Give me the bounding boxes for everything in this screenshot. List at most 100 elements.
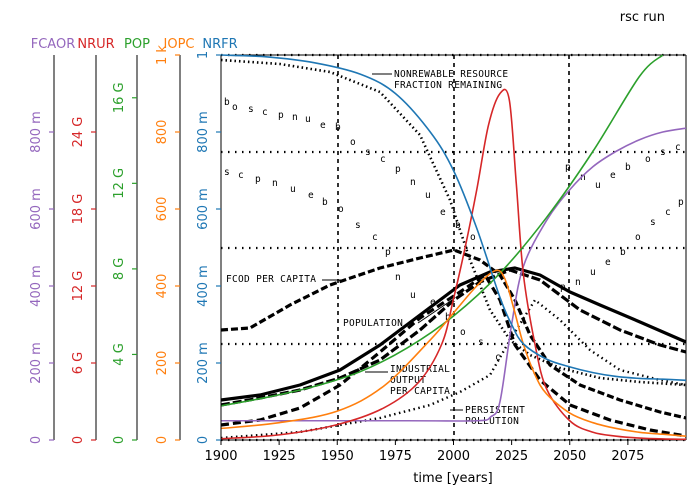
scan-persistent-pollution-dots bbox=[220, 298, 687, 440]
scan-mark: p bbox=[255, 174, 261, 185]
scan-mark: e bbox=[430, 297, 436, 308]
scan-mark: b bbox=[625, 162, 631, 173]
scan-mark: b bbox=[322, 197, 328, 208]
y-tick-label: 0 bbox=[155, 436, 170, 444]
y-tick-label: 0 bbox=[29, 436, 44, 444]
scan-mark: u bbox=[595, 180, 601, 191]
scan-mark: n bbox=[575, 277, 581, 288]
y-axis-pop: 0 4 G 8 G 12 G 16 G POP bbox=[112, 37, 150, 444]
y-tick-label: 600 m bbox=[29, 188, 44, 230]
scan-annotation: PERSISTENT bbox=[465, 405, 525, 416]
y-tick-label: 12 G bbox=[112, 168, 127, 199]
y-tick-label: 200 m bbox=[29, 342, 44, 384]
scan-mark: s bbox=[224, 167, 230, 178]
y-axis-name: NRUR bbox=[77, 37, 114, 52]
scan-mark: s bbox=[478, 337, 484, 348]
scan-mark: u bbox=[410, 290, 416, 301]
y-tick-label: 12 G bbox=[71, 271, 86, 302]
x-tick-label: 2000 bbox=[437, 449, 470, 464]
scan-mark: u bbox=[590, 267, 596, 278]
scan-mark: e bbox=[320, 120, 326, 131]
y-axis-name: FCAOR bbox=[31, 37, 75, 52]
y-tick-label: 18 G bbox=[71, 194, 86, 225]
x-tick-label: 2050 bbox=[553, 449, 586, 464]
y-tick-label: 400 m bbox=[29, 265, 44, 307]
scan-mark: b bbox=[335, 122, 341, 133]
series-layer bbox=[221, 54, 686, 441]
x-tick-label: 2025 bbox=[495, 449, 528, 464]
y-tick-label: 200 m bbox=[196, 342, 211, 384]
y-tick-label: 0 bbox=[196, 436, 211, 444]
scan-mark: s bbox=[248, 104, 254, 115]
scan-mark: c bbox=[665, 207, 671, 218]
scan-mark: u bbox=[290, 184, 296, 195]
x-axis-label: time [years] bbox=[413, 471, 492, 486]
scan-mark: u bbox=[305, 114, 311, 125]
scan-mark: b bbox=[224, 97, 230, 108]
scan-mark: b bbox=[620, 247, 626, 258]
scan-mark: e bbox=[605, 257, 611, 268]
y-tick-label: 200 bbox=[155, 351, 170, 376]
scan-mark: e bbox=[308, 190, 314, 201]
scan-mark: e bbox=[610, 170, 616, 181]
scan-mark: p bbox=[395, 164, 401, 175]
y-tick-label: 0 bbox=[112, 436, 127, 444]
y-tick-label: 400 m bbox=[196, 265, 211, 307]
scan-mark: e bbox=[440, 207, 446, 218]
y-tick-label: 800 bbox=[155, 120, 170, 145]
scan-annotation: POLLUTION bbox=[465, 416, 519, 427]
y-tick-label: 8 G bbox=[112, 258, 127, 280]
scan-mark: p bbox=[278, 110, 284, 121]
scan-mark: c bbox=[380, 154, 386, 165]
scan-annotation: INDUSTRIAL bbox=[390, 364, 450, 375]
chart-title: rsc run bbox=[620, 10, 665, 25]
scan-mark: o bbox=[232, 102, 238, 113]
y-tick-label: 0 bbox=[71, 436, 86, 444]
y-axis-name: IOPC bbox=[164, 37, 195, 52]
scan-mark: p bbox=[385, 247, 391, 258]
y-tick-label: 24 G bbox=[71, 117, 86, 148]
scan-annotation: POPULATION bbox=[343, 318, 403, 329]
y-axis-nrur: 0 6 G 12 G 18 G 24 G NRUR bbox=[71, 37, 115, 444]
x-tick-label: 1900 bbox=[204, 449, 237, 464]
series-line-nrur bbox=[221, 88, 686, 441]
scan-mark: o bbox=[470, 232, 476, 243]
x-tick-label: 1950 bbox=[321, 449, 354, 464]
scan-mark: n bbox=[395, 272, 401, 283]
x-tick-label: 1925 bbox=[263, 449, 296, 464]
series-line-iopc bbox=[221, 269, 686, 437]
scan-annotation: OUTPUT bbox=[390, 375, 426, 386]
scan-industrial-output bbox=[220, 266, 687, 402]
scan-pollution bbox=[220, 273, 687, 438]
scan-mark: n bbox=[272, 178, 278, 189]
y-tick-label: 1 bbox=[196, 51, 211, 59]
scan-mark: c bbox=[495, 352, 501, 363]
scan-mark: n bbox=[410, 177, 416, 188]
scan-mark: s bbox=[365, 147, 371, 158]
scan-mark: c bbox=[238, 170, 244, 181]
scan-mark: c bbox=[675, 142, 681, 153]
scan-annotation: NONREWABLE RESOURCE bbox=[394, 69, 508, 80]
scan-mark: p bbox=[565, 162, 571, 173]
scan-mark: o bbox=[460, 327, 466, 338]
y-tick-label: 800 m bbox=[29, 111, 44, 153]
scan-mark: n bbox=[580, 172, 586, 183]
y-tick-label: 800 m bbox=[196, 111, 211, 153]
x-tick-label: 1975 bbox=[379, 449, 412, 464]
scan-annotation: FCOD PER CAPITA bbox=[226, 274, 316, 285]
scan-mark: p bbox=[678, 197, 684, 208]
scan-mark: p bbox=[560, 282, 566, 293]
y-axis-fcaor: 0 200 m 400 m 600 m 800 m FCAOR bbox=[29, 37, 75, 444]
scan-mark: o bbox=[635, 232, 641, 243]
scan-mark: s bbox=[660, 147, 666, 158]
series-line-nrfr bbox=[221, 54, 686, 382]
scan-mark: c bbox=[262, 107, 268, 118]
y-tick-label: 1 k bbox=[155, 45, 170, 65]
x-tick-label: 2075 bbox=[611, 449, 644, 464]
scan-mark: u bbox=[425, 190, 431, 201]
